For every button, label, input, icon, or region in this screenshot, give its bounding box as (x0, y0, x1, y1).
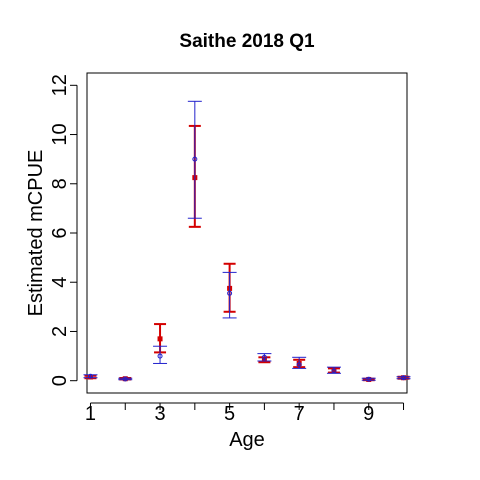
data-point (326, 366, 341, 374)
data-point (222, 271, 237, 319)
y-tick-label: 4 (49, 277, 71, 288)
point-marker-circle (157, 353, 163, 359)
plot-frame (86, 72, 408, 394)
y-tick-label: 12 (49, 74, 71, 96)
x-tick-label: 3 (154, 403, 165, 425)
data-point (292, 356, 307, 369)
x-tick-label: 5 (224, 403, 235, 425)
point-marker-circle (227, 290, 233, 296)
point-marker-circle (87, 373, 93, 379)
data-point (396, 375, 411, 381)
x-tick-label: 1 (85, 403, 96, 425)
point-marker-circle (261, 354, 267, 360)
series-layer (83, 100, 411, 382)
y-tick-label: 0 (49, 375, 71, 386)
x-axis: 1 3 5 7 9 (85, 402, 405, 425)
y-axis-label: Estimated mCPUE (25, 150, 47, 317)
data-point (83, 373, 98, 379)
point-marker-circle (331, 368, 337, 374)
point-marker-circle (192, 156, 198, 162)
data-point (361, 376, 376, 382)
y-tick-label: 2 (49, 326, 71, 337)
x-tick-label: 7 (294, 403, 305, 425)
point-marker-circle (122, 376, 128, 382)
y-axis: 0 2 4 6 8 10 12 (49, 74, 78, 386)
data-point (187, 100, 202, 219)
y-tick-label: 8 (49, 178, 71, 189)
y-tick-label: 6 (49, 227, 71, 238)
series-1 (84, 124, 410, 382)
series-2 (83, 100, 411, 382)
data-point (118, 376, 133, 382)
x-tick-label: 9 (363, 403, 374, 425)
point-marker-circle (296, 362, 302, 368)
point-marker-circle (401, 375, 407, 381)
point-marker-square (157, 336, 163, 342)
data-point (153, 345, 168, 364)
y-tick-label: 10 (49, 123, 71, 145)
chart-title: Saithe 2018 Q1 (179, 31, 315, 52)
point-marker-circle (366, 376, 372, 382)
x-axis-label: Age (229, 429, 265, 451)
data-point (257, 353, 272, 362)
